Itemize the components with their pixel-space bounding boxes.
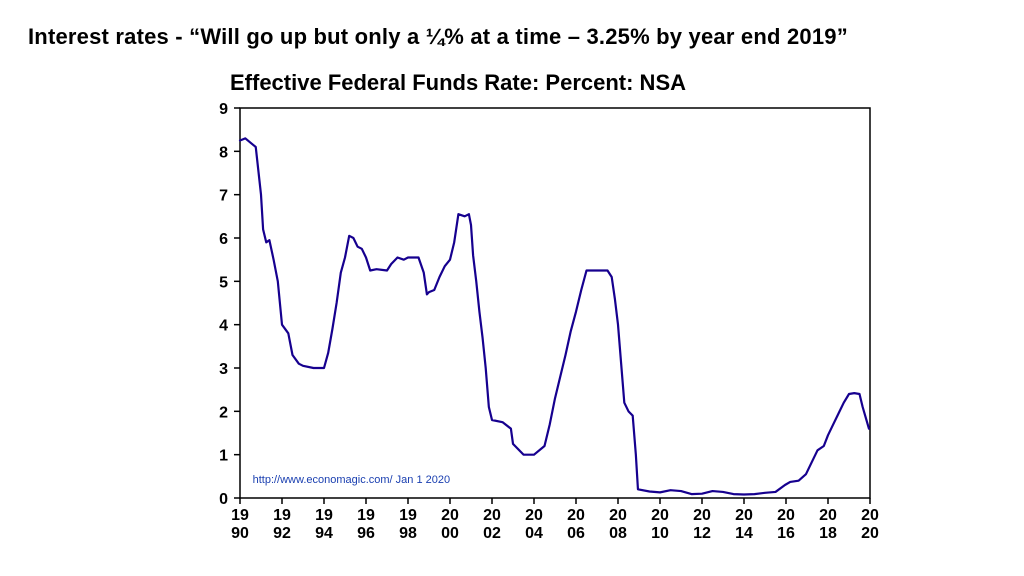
x-tick-label-top: 19 xyxy=(399,507,417,524)
y-tick-label: 5 xyxy=(219,274,228,291)
x-tick-label-bottom: 92 xyxy=(273,525,291,542)
y-tick-label: 6 xyxy=(219,231,228,248)
x-tick-label-bottom: 08 xyxy=(609,525,627,542)
x-tick-label-bottom: 06 xyxy=(567,525,585,542)
x-tick-label-top: 20 xyxy=(567,507,585,524)
x-tick-label-bottom: 12 xyxy=(693,525,711,542)
x-tick-label-bottom: 10 xyxy=(651,525,669,542)
x-tick-label-bottom: 02 xyxy=(483,525,501,542)
y-tick-label: 1 xyxy=(219,448,228,465)
x-tick-label-bottom: 00 xyxy=(441,525,459,542)
x-tick-label-top: 20 xyxy=(777,507,795,524)
fed-funds-series-line xyxy=(240,138,869,494)
x-tick-label-top: 20 xyxy=(735,507,753,524)
y-tick-label: 2 xyxy=(219,404,228,421)
x-tick-label-bottom: 20 xyxy=(861,525,879,542)
x-tick-label-bottom: 98 xyxy=(399,525,417,542)
x-tick-label-top: 19 xyxy=(273,507,291,524)
x-tick-label-bottom: 18 xyxy=(819,525,837,542)
y-tick-label: 4 xyxy=(219,318,228,335)
x-tick-label-bottom: 14 xyxy=(735,525,753,542)
x-tick-label-top: 19 xyxy=(315,507,333,524)
chart-source-text: http://www.economagic.com/ Jan 1 2020 xyxy=(253,474,451,486)
x-tick-label-bottom: 90 xyxy=(231,525,249,542)
x-tick-label-top: 19 xyxy=(231,507,249,524)
x-tick-label-bottom: 94 xyxy=(315,525,333,542)
x-tick-label-top: 20 xyxy=(609,507,627,524)
x-tick-label-bottom: 16 xyxy=(777,525,795,542)
y-tick-label: 7 xyxy=(219,188,228,205)
x-tick-label-top: 20 xyxy=(861,507,879,524)
x-tick-label-top: 20 xyxy=(693,507,711,524)
x-tick-label-top: 20 xyxy=(441,507,459,524)
x-tick-label-bottom: 96 xyxy=(357,525,375,542)
y-tick-label: 8 xyxy=(219,144,228,161)
y-tick-label: 9 xyxy=(219,101,228,118)
chart-svg: 0123456789199019921994199619982000200220… xyxy=(180,98,880,548)
x-tick-label-top: 20 xyxy=(525,507,543,524)
x-tick-label-top: 19 xyxy=(357,507,375,524)
fed-funds-chart: Effective Federal Funds Rate: Percent: N… xyxy=(180,70,880,550)
page-title: Interest rates - “Will go up but only a … xyxy=(28,24,848,50)
y-tick-label: 3 xyxy=(219,361,228,378)
x-tick-label-top: 20 xyxy=(819,507,837,524)
chart-title: Effective Federal Funds Rate: Percent: N… xyxy=(230,70,880,96)
x-tick-label-top: 20 xyxy=(483,507,501,524)
x-tick-label-bottom: 04 xyxy=(525,525,543,542)
x-tick-label-top: 20 xyxy=(651,507,669,524)
y-tick-label: 0 xyxy=(219,491,228,508)
